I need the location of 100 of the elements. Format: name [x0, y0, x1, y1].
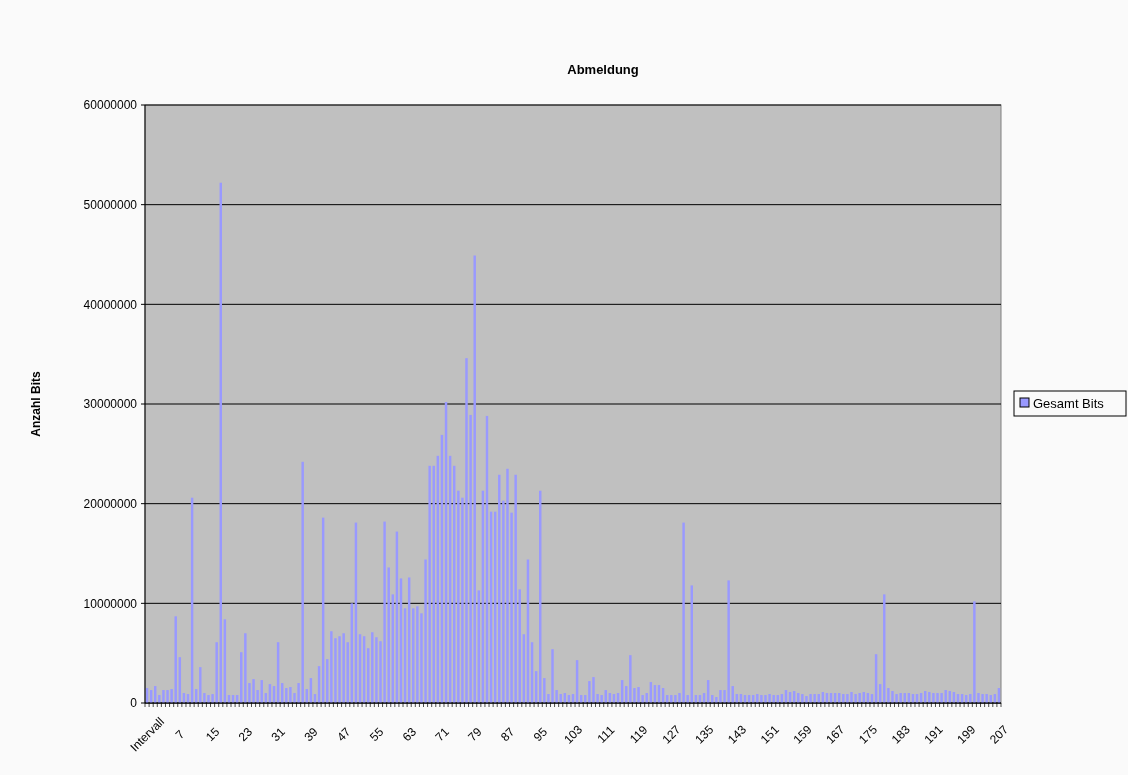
bar [506, 468, 509, 703]
y-tick-label: 0 [130, 696, 138, 711]
bar [166, 690, 169, 703]
x-tick-label: 159 [790, 722, 815, 747]
bar [883, 594, 886, 703]
x-tick-label: 31 [268, 724, 289, 745]
bar [162, 690, 165, 703]
x-tick-label: 7 [172, 726, 188, 742]
y-axis-title: Anzahl Bits [29, 371, 43, 437]
x-tick-label: 79 [465, 724, 485, 745]
bar [543, 678, 546, 703]
x-tick-label: 175 [856, 722, 881, 747]
bar [940, 693, 943, 703]
bar [285, 688, 288, 703]
y-tick-label: 10000000 [83, 596, 138, 611]
bar [682, 522, 685, 703]
bar [858, 693, 861, 703]
bar [854, 694, 857, 703]
x-tick-label: 183 [888, 722, 914, 747]
chart-title: Abmeldung [567, 62, 639, 77]
bar [899, 693, 902, 703]
bar [199, 667, 202, 703]
bar [416, 606, 419, 703]
bar [850, 692, 853, 703]
x-tick-label: 111 [594, 722, 618, 746]
bar [760, 695, 763, 703]
bar [383, 521, 386, 703]
x-tick-label: 47 [334, 724, 354, 745]
bar [719, 690, 722, 703]
bar [342, 633, 345, 703]
bar [981, 694, 984, 703]
bar [551, 649, 554, 703]
bar [891, 691, 894, 703]
bar [756, 694, 759, 703]
bar [289, 687, 292, 703]
x-tick-label: 127 [659, 722, 684, 747]
bar [727, 580, 730, 703]
bar [674, 695, 677, 703]
bar [805, 696, 808, 703]
y-tick-label: 40000000 [83, 297, 138, 312]
bar [207, 695, 210, 703]
bar [330, 631, 333, 703]
bar [592, 677, 595, 703]
bar [764, 695, 767, 703]
y-tick-label: 60000000 [83, 98, 138, 113]
bar [428, 465, 431, 703]
bar [801, 694, 804, 703]
bar [895, 694, 898, 703]
bar [846, 694, 849, 703]
bar [244, 633, 247, 703]
x-tick-label: 23 [235, 724, 256, 745]
bar [944, 690, 947, 703]
bar [338, 636, 341, 703]
legend-label: Gesamt Bits [1033, 395, 1105, 411]
x-tick-label: 63 [399, 724, 420, 745]
x-tick-label: 103 [561, 722, 586, 747]
bar [809, 694, 812, 703]
bar [629, 655, 632, 703]
bar [252, 679, 255, 703]
y-tick-label: 30000000 [83, 397, 138, 412]
bar [645, 693, 648, 703]
x-tick-label: 135 [692, 722, 717, 747]
x-tick-label: 95 [530, 724, 551, 745]
x-tick-label: 71 [432, 724, 452, 745]
x-tick-label: 207 [987, 722, 1012, 747]
bar [473, 255, 476, 703]
x-tick-label: 55 [366, 724, 387, 745]
bar [600, 695, 603, 703]
bar [768, 694, 771, 703]
bar [932, 693, 935, 703]
bar [174, 616, 177, 703]
x-tick-label: 199 [954, 722, 979, 747]
bar [371, 632, 374, 703]
x-tick-label: 167 [823, 722, 848, 747]
bar [514, 474, 517, 703]
bar [985, 694, 988, 703]
bar [936, 693, 939, 703]
bar [588, 681, 591, 703]
bar [813, 694, 816, 703]
y-tick-label: 20000000 [83, 496, 138, 511]
bar [637, 687, 640, 703]
bar [465, 358, 468, 703]
bar [772, 695, 775, 703]
y-tick-label: 50000000 [83, 197, 138, 212]
x-tick-label: 119 [626, 722, 651, 747]
bar [670, 695, 673, 703]
bar [498, 474, 501, 703]
bar [301, 461, 304, 703]
x-tick-label: 191 [921, 722, 946, 747]
x-tick-label: 151 [757, 722, 782, 747]
x-tick-label: 143 [724, 722, 750, 747]
bar [559, 694, 562, 703]
x-tick-label: 39 [301, 724, 321, 745]
bar [260, 680, 263, 703]
bar [215, 642, 218, 703]
x-tick-label: 87 [497, 724, 518, 745]
bar [973, 601, 976, 703]
x-tick-label: 15 [203, 724, 223, 745]
bar [928, 692, 931, 703]
bar [457, 490, 460, 703]
